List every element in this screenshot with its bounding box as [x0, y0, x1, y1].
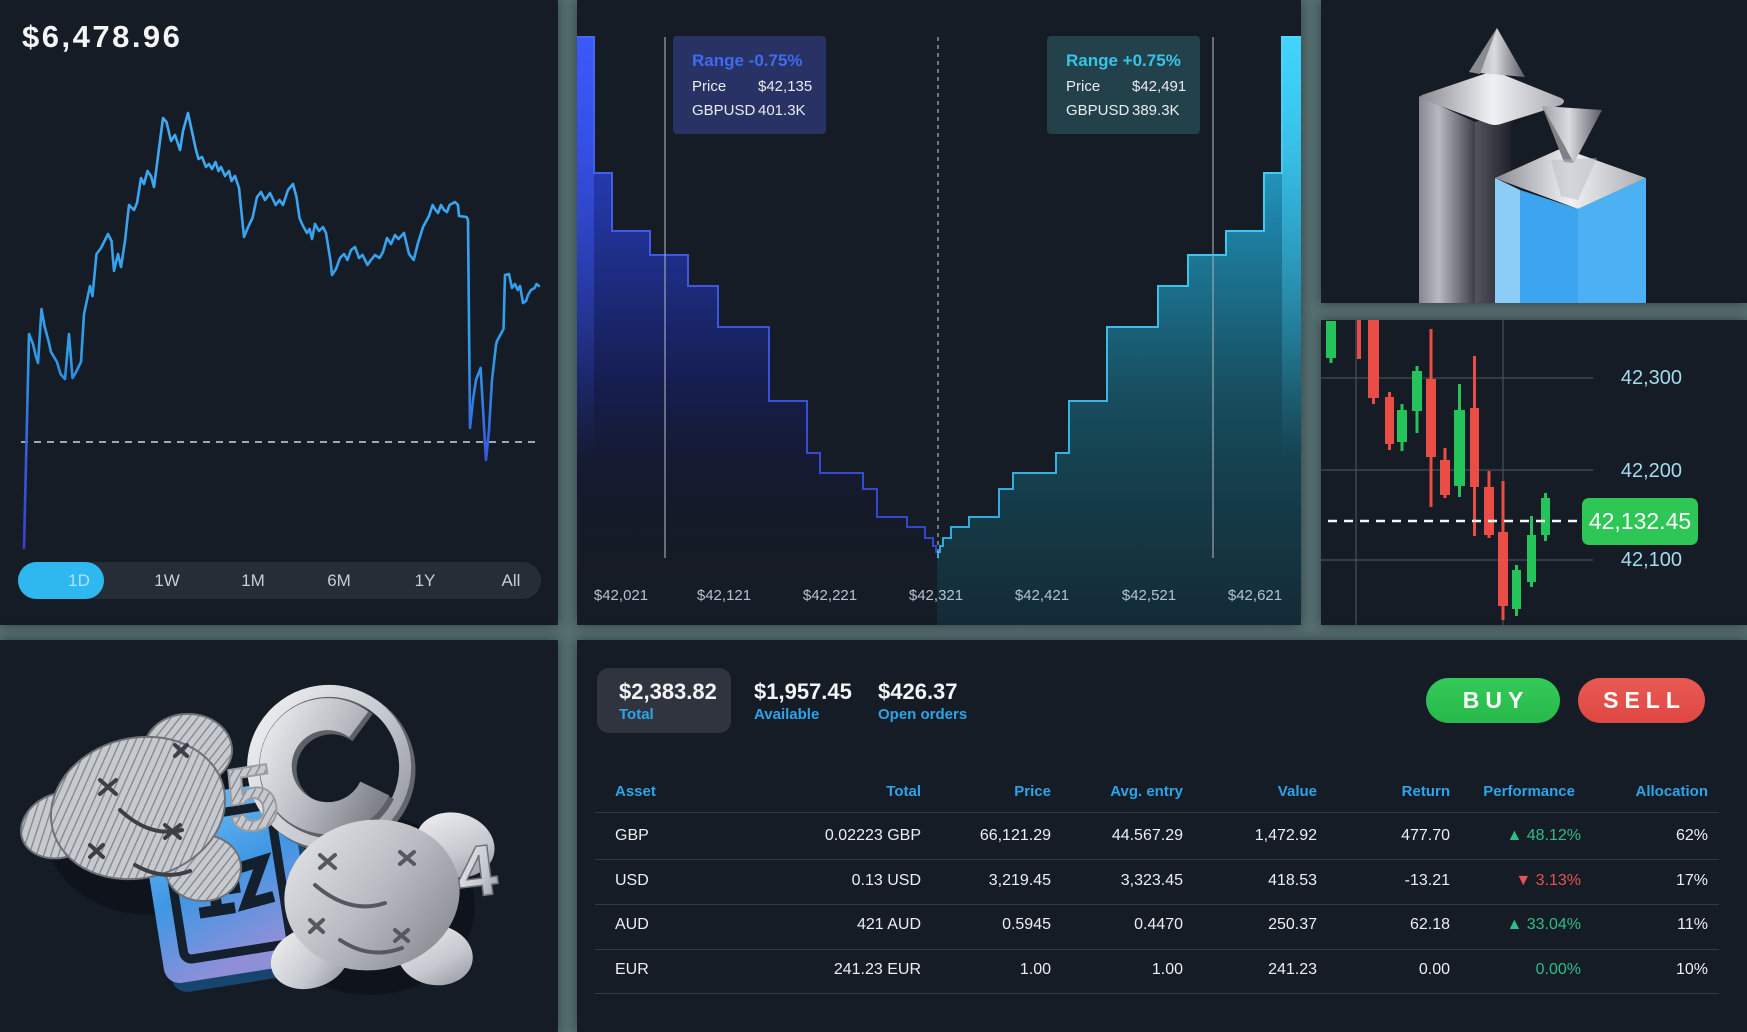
svg-text:4: 4 [452, 830, 501, 914]
